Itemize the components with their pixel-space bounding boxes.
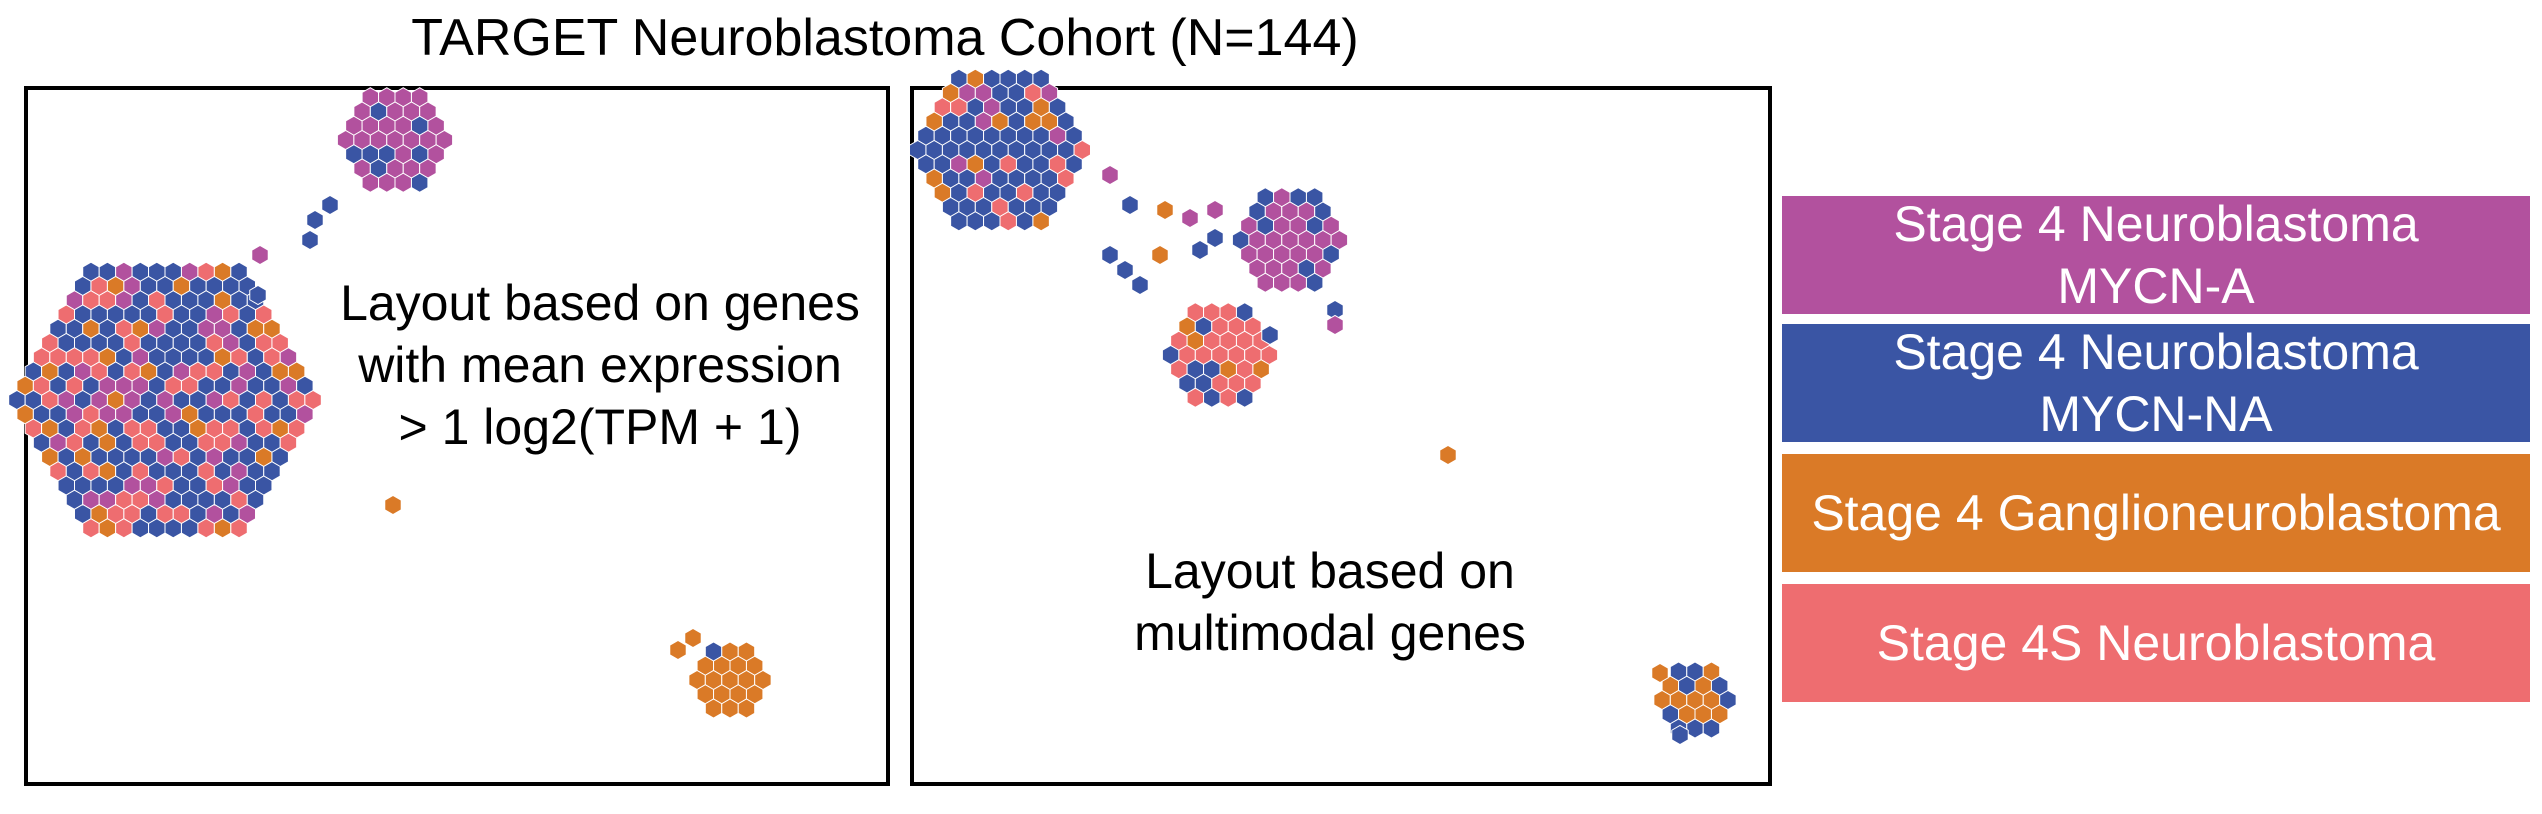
sample-hex bbox=[1686, 718, 1704, 739]
sample-hex bbox=[1101, 164, 1119, 186]
sample-hex bbox=[1651, 662, 1669, 684]
sample-hex bbox=[669, 639, 687, 661]
legend-label: Stage 4 Ganglioneuroblastoma bbox=[1811, 485, 2501, 541]
sample-hex bbox=[1032, 211, 1050, 232]
sample-hex bbox=[1206, 199, 1224, 221]
sample-hex bbox=[1439, 444, 1457, 466]
sample-hex bbox=[1305, 272, 1324, 293]
sample-hex bbox=[249, 284, 267, 306]
sample-hex bbox=[983, 211, 1001, 232]
sample-hex bbox=[1181, 207, 1199, 229]
sample-hex bbox=[1151, 244, 1169, 266]
sample-hex bbox=[82, 518, 100, 539]
sample-hex bbox=[301, 229, 319, 251]
sample-hex bbox=[1235, 387, 1254, 408]
sample-hex bbox=[115, 518, 133, 539]
sample-hex bbox=[1219, 387, 1237, 408]
sample-hex bbox=[1702, 718, 1721, 739]
sample-hex bbox=[721, 698, 739, 719]
legend-item-mycn-a[interactable]: Stage 4 Neuroblastoma MYCN-A bbox=[1782, 196, 2530, 314]
legend-item-mycn-na[interactable]: Stage 4 Neuroblastoma MYCN-NA bbox=[1782, 324, 2530, 442]
sample-hex bbox=[1273, 272, 1291, 293]
sample-hex bbox=[213, 518, 232, 539]
sample-hex bbox=[1121, 194, 1139, 216]
sample-hex bbox=[1186, 387, 1205, 408]
legend-item-stage-4s[interactable]: Stage 4S Neuroblastoma bbox=[1782, 584, 2530, 702]
sample-hex bbox=[966, 211, 985, 232]
sample-hex bbox=[737, 698, 756, 719]
sample-hex bbox=[98, 518, 117, 539]
sample-hex bbox=[321, 194, 339, 216]
legend-item-ganglioneuroblastoma[interactable]: Stage 4 Ganglioneuroblastoma bbox=[1782, 454, 2530, 572]
sample-hex bbox=[1326, 314, 1344, 336]
sample-hex bbox=[1206, 227, 1224, 249]
sample-hex bbox=[148, 518, 166, 539]
right-layout-panel bbox=[910, 86, 1772, 786]
legend-label: Stage 4 Neuroblastoma MYCN-A bbox=[1893, 196, 2419, 314]
sample-hex bbox=[230, 518, 248, 539]
sample-hex bbox=[1101, 244, 1119, 266]
sample-hex bbox=[950, 211, 968, 232]
left-layout-annotation: Layout based on genes with mean expressi… bbox=[340, 275, 860, 455]
sample-hex bbox=[197, 518, 215, 539]
sample-hex bbox=[131, 518, 150, 539]
legend-label: Stage 4 Neuroblastoma MYCN-NA bbox=[1893, 324, 2419, 442]
sample-hex bbox=[1131, 274, 1149, 296]
sample-hex bbox=[306, 209, 324, 231]
legend-label: Stage 4S Neuroblastoma bbox=[1876, 615, 2436, 671]
chart-title: TARGET Neuroblastoma Cohort (N=144) bbox=[411, 9, 1359, 67]
sample-hex bbox=[1289, 272, 1307, 293]
sample-hex bbox=[1326, 299, 1344, 321]
sample-hex bbox=[1116, 259, 1134, 281]
sample-hex bbox=[999, 211, 1017, 232]
right-layout-annotation: Layout based on multimodal genes bbox=[1134, 543, 1526, 661]
sample-hex bbox=[384, 494, 402, 516]
sample-hex bbox=[1203, 387, 1221, 408]
sample-hex bbox=[251, 244, 269, 266]
sample-hex bbox=[394, 172, 412, 193]
sample-hex bbox=[1261, 324, 1279, 346]
sample-hex bbox=[1671, 724, 1689, 746]
sample-hex bbox=[1256, 272, 1275, 293]
sample-hex bbox=[180, 518, 199, 539]
sample-hex bbox=[1191, 239, 1209, 261]
sample-hex bbox=[378, 172, 396, 193]
sample-hex bbox=[1156, 199, 1174, 221]
sample-hex bbox=[361, 172, 380, 193]
sample-hex bbox=[684, 627, 702, 649]
sample-hex bbox=[1015, 211, 1034, 232]
sample-hex bbox=[704, 698, 723, 719]
sample-hex bbox=[410, 172, 429, 193]
sample-hex bbox=[164, 518, 182, 539]
